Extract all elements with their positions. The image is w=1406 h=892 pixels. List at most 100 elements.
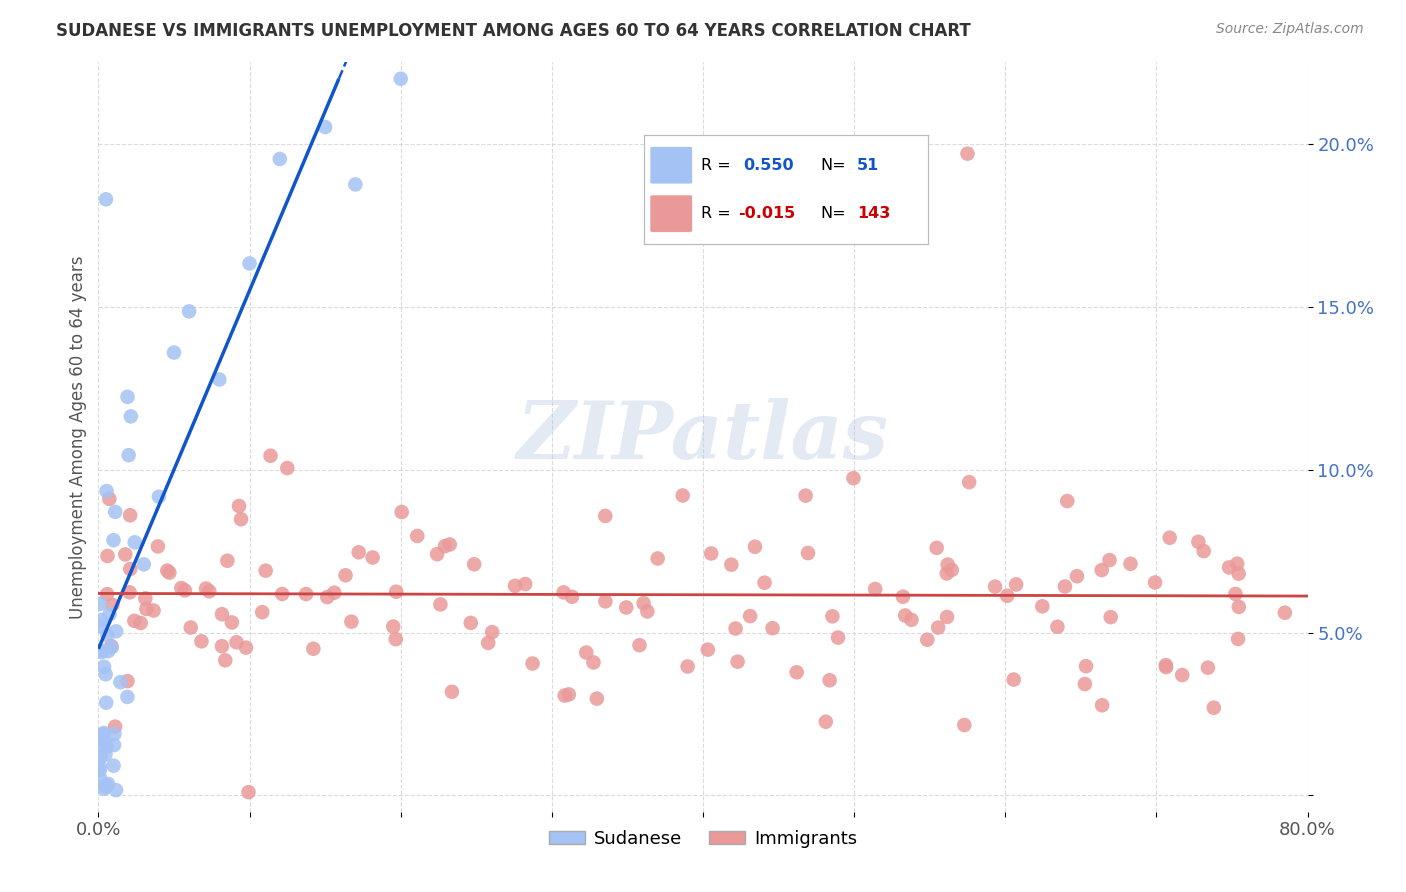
Point — [814, 714, 837, 729]
Point — [124, 535, 146, 549]
Point — [522, 657, 544, 671]
Point — [129, 615, 152, 630]
Point — [1046, 620, 1069, 634]
Point — [269, 152, 291, 166]
Point — [101, 598, 124, 612]
Point — [385, 584, 408, 599]
Point — [481, 625, 503, 640]
Point — [117, 390, 139, 404]
Point — [585, 691, 607, 706]
Point — [93, 781, 115, 796]
Point — [672, 488, 695, 502]
Point — [120, 562, 142, 576]
Point — [995, 589, 1018, 603]
Point — [217, 554, 239, 568]
Point — [179, 304, 201, 318]
Point — [391, 505, 413, 519]
Point — [132, 558, 155, 572]
Point — [595, 594, 617, 608]
Text: 143: 143 — [856, 206, 890, 221]
Point — [344, 178, 367, 192]
Point — [96, 587, 118, 601]
Point — [761, 621, 783, 635]
Point — [1227, 566, 1250, 581]
Point — [146, 540, 169, 554]
Point — [1227, 632, 1250, 646]
Point — [90, 749, 112, 764]
Point — [174, 583, 197, 598]
Point — [94, 192, 117, 206]
Point — [1144, 575, 1167, 590]
Point — [340, 615, 363, 629]
Point — [163, 345, 186, 359]
Point — [434, 539, 457, 553]
Point — [515, 577, 537, 591]
Point — [406, 529, 429, 543]
Text: ZIPatlas: ZIPatlas — [517, 399, 889, 475]
Legend: Sudanese, Immigrants: Sudanese, Immigrants — [541, 822, 865, 855]
Point — [104, 505, 127, 519]
Point — [134, 591, 156, 606]
Point — [900, 613, 922, 627]
Point — [953, 718, 976, 732]
Point — [1098, 553, 1121, 567]
FancyBboxPatch shape — [650, 146, 693, 184]
Point — [1091, 698, 1114, 713]
Point — [1154, 660, 1177, 674]
Point — [190, 634, 212, 648]
Point — [647, 551, 669, 566]
Point — [89, 759, 111, 773]
Point — [1197, 660, 1219, 674]
Point — [335, 568, 357, 582]
Point — [94, 667, 117, 681]
Point — [927, 621, 949, 635]
Point — [426, 547, 449, 561]
Point — [97, 644, 120, 658]
Point — [271, 587, 294, 601]
Point — [239, 256, 262, 270]
Point — [460, 615, 482, 630]
Point — [389, 71, 412, 86]
Point — [110, 675, 132, 690]
Text: SUDANESE VS IMMIGRANTS UNEMPLOYMENT AMONG AGES 60 TO 64 YEARS CORRELATION CHART: SUDANESE VS IMMIGRANTS UNEMPLOYMENT AMON… — [56, 22, 972, 40]
Point — [98, 491, 121, 506]
Point — [114, 548, 136, 562]
Point — [842, 471, 865, 485]
Point — [117, 674, 139, 689]
Point — [1074, 677, 1097, 691]
Text: N=: N= — [820, 206, 845, 221]
Text: 51: 51 — [856, 158, 879, 173]
Point — [295, 587, 318, 601]
Point — [96, 740, 118, 755]
Point — [941, 563, 963, 577]
Y-axis label: Unemployment Among Ages 60 to 64 years: Unemployment Among Ages 60 to 64 years — [69, 255, 87, 619]
Point — [1074, 659, 1097, 673]
Point — [477, 636, 499, 650]
Point — [503, 579, 526, 593]
Point — [225, 635, 247, 649]
Point — [575, 646, 598, 660]
Point — [1226, 557, 1249, 571]
Text: -0.015: -0.015 — [738, 206, 794, 221]
Point — [553, 585, 575, 599]
Point — [628, 638, 651, 652]
FancyBboxPatch shape — [650, 195, 693, 232]
Point — [439, 537, 461, 551]
Point — [103, 533, 125, 548]
Point — [1031, 599, 1053, 614]
Point — [90, 613, 112, 627]
Point — [956, 146, 979, 161]
Point — [89, 763, 111, 777]
Point — [89, 597, 111, 611]
Point — [1227, 599, 1250, 614]
Point — [936, 610, 959, 624]
Point — [891, 590, 914, 604]
Text: N=: N= — [820, 158, 845, 173]
Point — [935, 566, 957, 581]
Point — [1091, 563, 1114, 577]
Point — [984, 580, 1007, 594]
Point — [254, 564, 277, 578]
Point — [89, 737, 111, 751]
Text: Source: ZipAtlas.com: Source: ZipAtlas.com — [1216, 22, 1364, 37]
Point — [229, 512, 252, 526]
